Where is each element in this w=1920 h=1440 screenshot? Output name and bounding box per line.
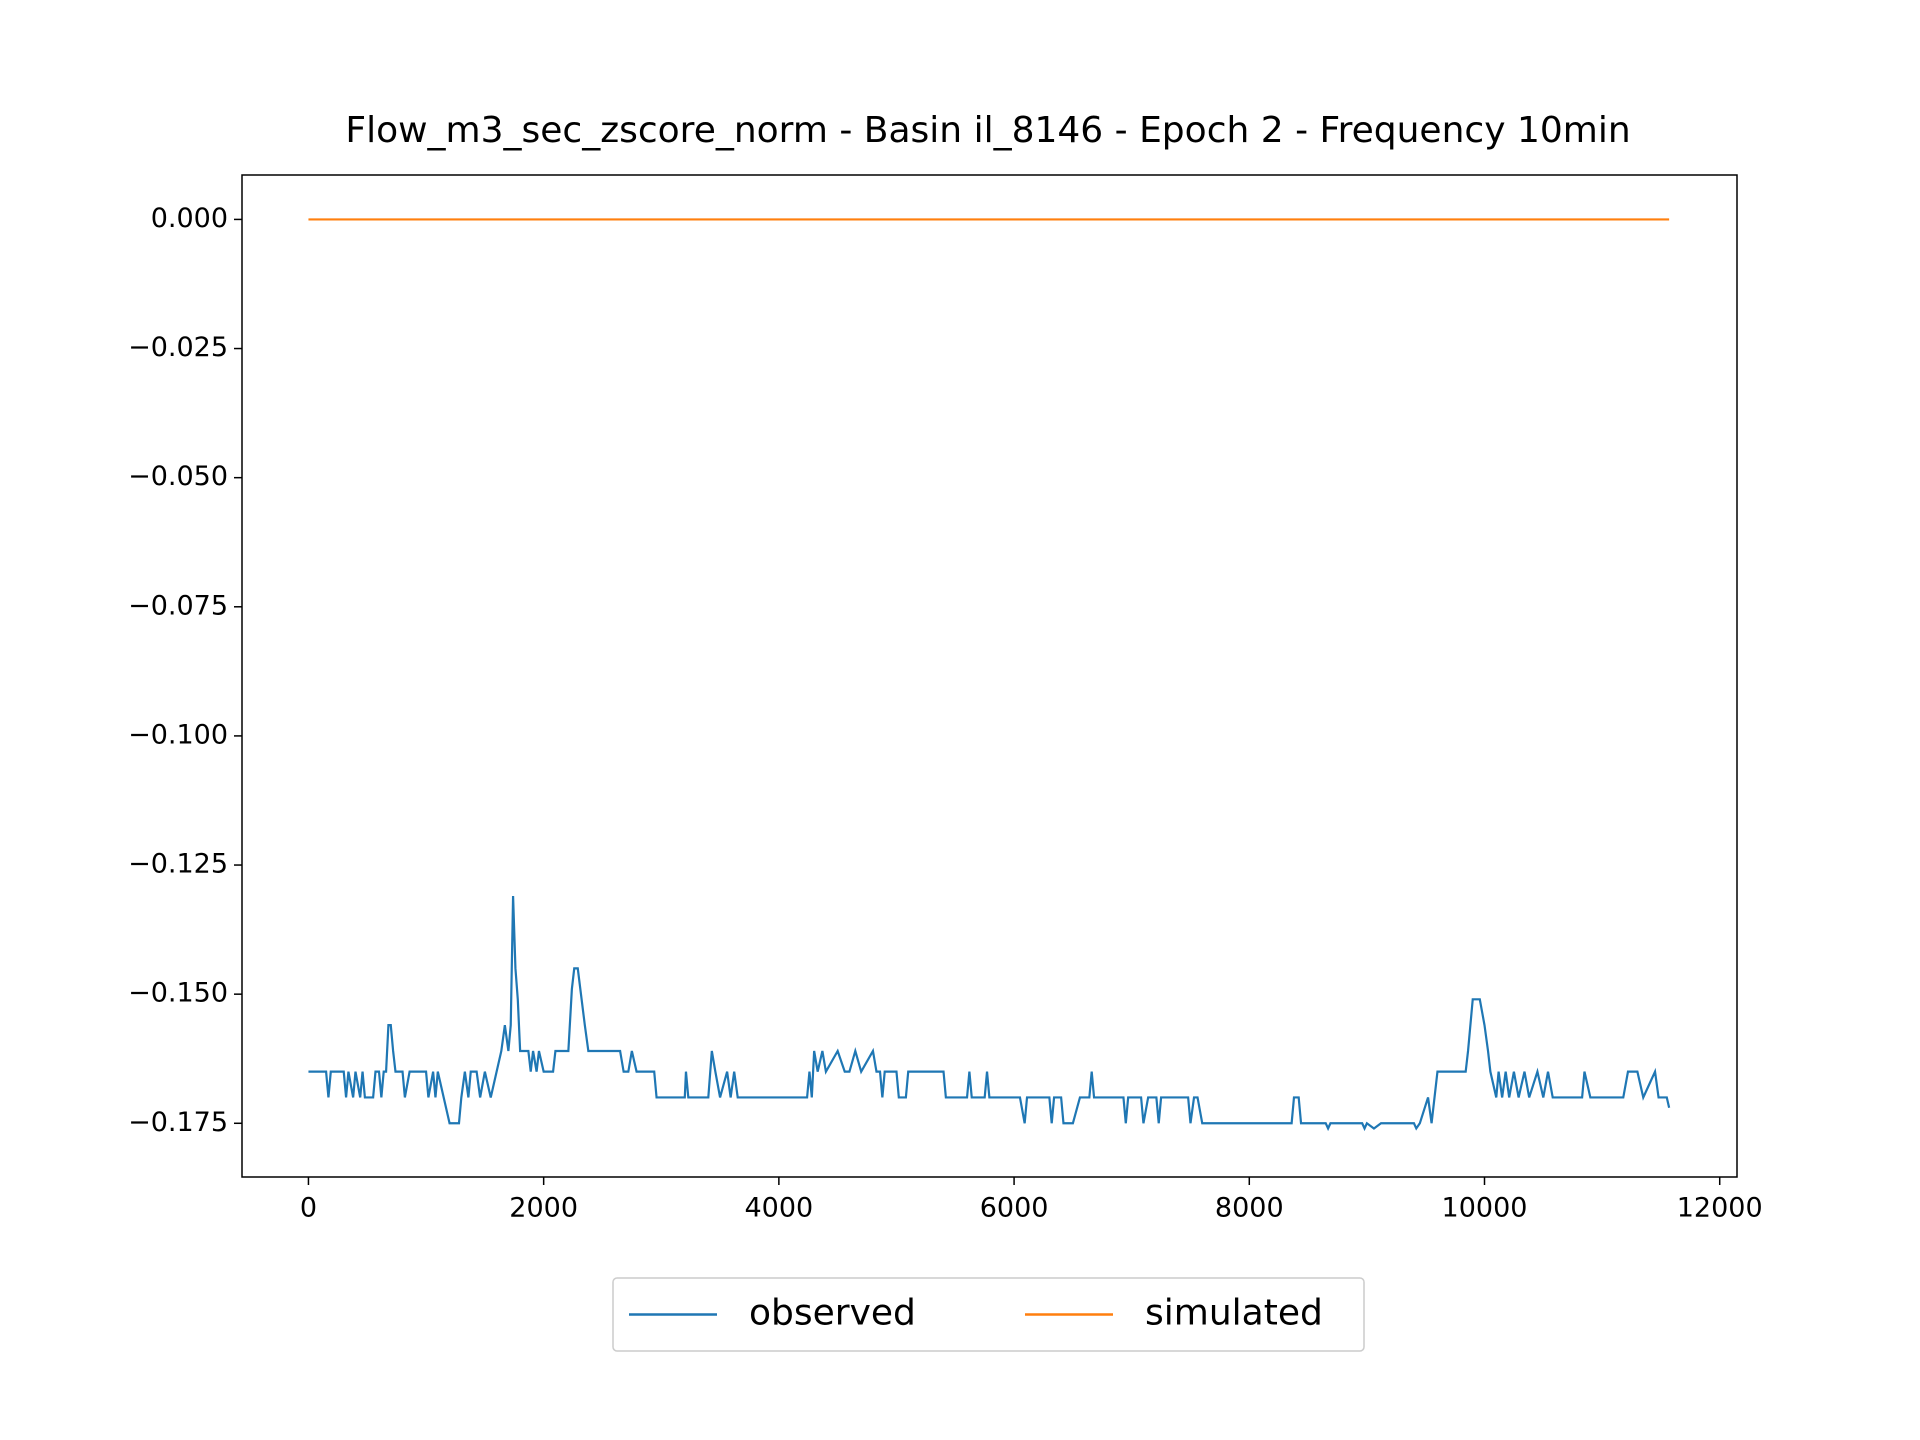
x-tick-label: 12000 xyxy=(1677,1193,1763,1224)
x-tick-label: 10000 xyxy=(1442,1193,1528,1224)
legend-box xyxy=(612,1277,1365,1352)
x-tick-label: 2000 xyxy=(509,1193,578,1224)
chart-title: Flow_m3_sec_zscore_norm - Basin il_8146 … xyxy=(345,110,1630,151)
x-tick-label: 6000 xyxy=(980,1193,1049,1224)
y-tick-label: −0.025 xyxy=(128,332,228,363)
y-tick-label: 0.000 xyxy=(151,203,228,234)
y-tick-label: −0.175 xyxy=(128,1107,228,1138)
legend-label: observed xyxy=(749,1293,916,1334)
legend-label: simulated xyxy=(1145,1293,1323,1334)
y-tick-label: −0.075 xyxy=(128,590,228,621)
x-tick-label: 4000 xyxy=(745,1193,814,1224)
plot-frame xyxy=(241,174,1738,1178)
x-tick-label: 0 xyxy=(300,1193,317,1224)
y-tick-label: −0.150 xyxy=(128,978,228,1009)
y-tick-label: −0.100 xyxy=(128,719,228,750)
x-tick-label: 8000 xyxy=(1215,1193,1284,1224)
series-line xyxy=(308,895,1671,1132)
y-tick-label: −0.050 xyxy=(128,461,228,492)
y-tick-label: −0.125 xyxy=(128,849,228,880)
